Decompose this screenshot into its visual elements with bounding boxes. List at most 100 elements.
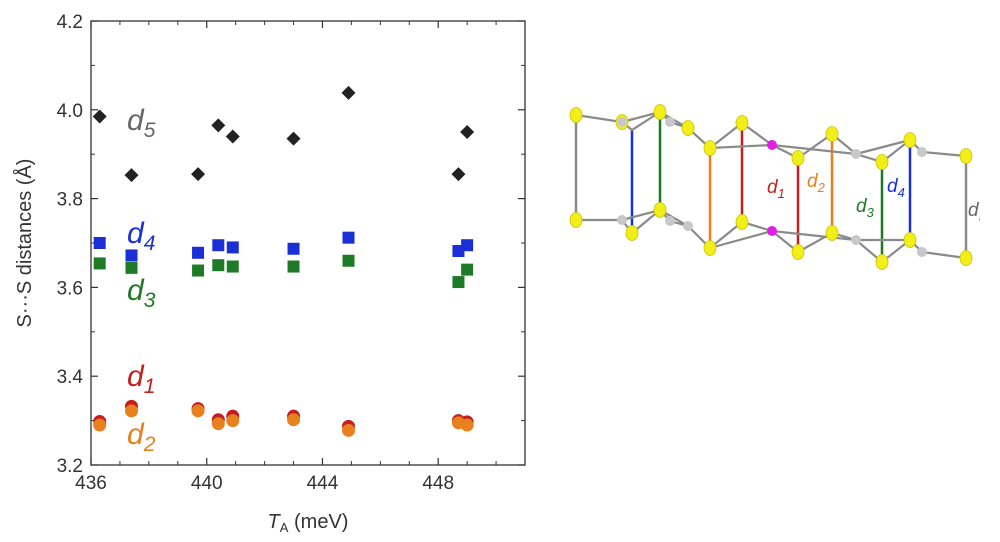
diagram-label-d2: d2 — [807, 171, 826, 195]
sulfur-atom — [791, 244, 805, 260]
point-d5 — [92, 109, 107, 124]
carbon-atom — [665, 216, 675, 226]
diagram-label-d3: d3 — [856, 196, 875, 220]
y-tick-label: 3.6 — [57, 278, 83, 299]
x-axis-title-subscript: A — [280, 520, 289, 535]
x-axis-title-symbol: T — [268, 511, 282, 533]
point-d3 — [342, 254, 355, 267]
diagram-label-d2-letter: d — [807, 171, 819, 192]
x-tick-label: 448 — [422, 473, 454, 494]
chart-area: 3.2 3.4 3.6 3.8 4.0 4.2 436 440 444 448 S···S di… — [13, 12, 526, 535]
molecular-stack-diagram: d1 d2 d3 d4 d5 — [569, 104, 980, 270]
point-d3 — [125, 261, 138, 274]
upper-layer-bonds — [709, 143, 773, 150]
series-label-d5-letter: d — [127, 104, 145, 137]
series-label-d4: d4 — [127, 217, 155, 255]
series-label-d1-letter: d — [127, 360, 145, 393]
sulfur-atom — [959, 148, 973, 164]
linker-atom — [767, 226, 777, 236]
point-d5 — [451, 167, 466, 182]
carbon-atom — [665, 117, 675, 127]
point-d2 — [125, 404, 139, 418]
x-axis-title: TA (meV) — [268, 511, 349, 535]
y-tick-label: 3.8 — [57, 190, 83, 211]
carbon-atom — [917, 247, 927, 257]
sulfur-atom — [569, 212, 583, 228]
upper-layer-bonds — [855, 138, 911, 156]
sulfur-atom — [825, 126, 839, 142]
diagram-label-d3-letter: d — [856, 196, 868, 217]
sulfur-atom — [959, 250, 973, 266]
diagram-label-d5-letter: d — [968, 200, 980, 221]
point-d2 — [287, 413, 301, 427]
y-tick-label: 4.2 — [57, 12, 83, 33]
point-d2 — [211, 417, 225, 431]
point-d5 — [124, 168, 139, 183]
y-axis-title: S···S distances (Å) — [13, 159, 36, 328]
point-d3 — [192, 264, 205, 277]
point-d2 — [226, 414, 240, 428]
diagram-label-d4-letter: d — [887, 176, 899, 197]
point-d3 — [93, 257, 106, 270]
plot-frame — [90, 20, 526, 466]
point-d4 — [93, 237, 106, 249]
sulfur-atom — [653, 104, 667, 120]
x-tick-label: 444 — [307, 473, 339, 494]
series-label-d1: d1 — [127, 360, 155, 398]
series-label-d2-sub: 2 — [143, 433, 156, 456]
point-d4 — [226, 241, 239, 254]
sulfur-atom — [653, 202, 667, 218]
diagram-label-d4-sub: 4 — [898, 185, 905, 200]
sulfur-atom — [875, 154, 889, 170]
sulfur-atom — [625, 225, 639, 241]
point-d4 — [287, 242, 300, 255]
sulfur-atom — [791, 150, 805, 166]
point-d3 — [461, 263, 474, 276]
series-label-d5: d5 — [127, 104, 156, 142]
diagram-label-d1-sub: 1 — [778, 186, 785, 201]
data-marks — [92, 85, 475, 437]
lower-layer-bonds — [621, 208, 689, 228]
point-d5 — [341, 85, 356, 100]
carbon-atom — [851, 235, 861, 245]
diagram-label-d5: d5 — [968, 200, 980, 224]
series-label-d3-letter: d — [127, 274, 145, 307]
series-label-d4-sub: 4 — [144, 232, 156, 255]
y-tick-label: 4.0 — [57, 101, 83, 122]
diagram-label-d1: d1 — [767, 177, 785, 201]
sulfur-atom — [875, 254, 889, 270]
y-tick-label: 3.2 — [57, 456, 83, 477]
y-tick-label: 3.4 — [57, 367, 84, 388]
sulfur-atom — [903, 132, 917, 148]
point-d3 — [287, 260, 300, 273]
x-tick-label: 436 — [75, 473, 107, 494]
series-label-d2: d2 — [127, 418, 156, 456]
point-d4 — [192, 246, 205, 259]
carbon-atom — [851, 149, 861, 159]
point-d5 — [286, 131, 301, 146]
point-d3 — [212, 259, 225, 272]
point-d2 — [93, 418, 107, 432]
x-axis-title-unit: (meV) — [288, 511, 348, 533]
series-label-d1-sub: 1 — [144, 375, 156, 398]
upper-layer-bonds — [771, 143, 857, 156]
carbon-atom — [683, 221, 693, 231]
atoms — [569, 104, 973, 270]
sulfur-atom — [735, 115, 749, 131]
point-d4 — [212, 239, 225, 252]
sulfur-atom — [825, 225, 839, 241]
point-d3 — [226, 260, 239, 273]
point-d4 — [461, 239, 474, 252]
upper-layer-bonds — [621, 110, 689, 130]
point-d2 — [342, 423, 356, 437]
sulfur-atom — [569, 107, 583, 123]
diagram-label-d5-sub: 5 — [979, 209, 980, 224]
sulfur-atom — [681, 120, 695, 136]
point-d5 — [460, 125, 475, 139]
linker-atom — [767, 140, 777, 150]
sulfur-atom — [903, 232, 917, 248]
series-label-d2-letter: d — [127, 418, 145, 451]
x-axis-ticks: 436 440 444 448 — [75, 21, 497, 494]
point-d4 — [342, 231, 355, 244]
carbon-atom — [917, 147, 927, 157]
